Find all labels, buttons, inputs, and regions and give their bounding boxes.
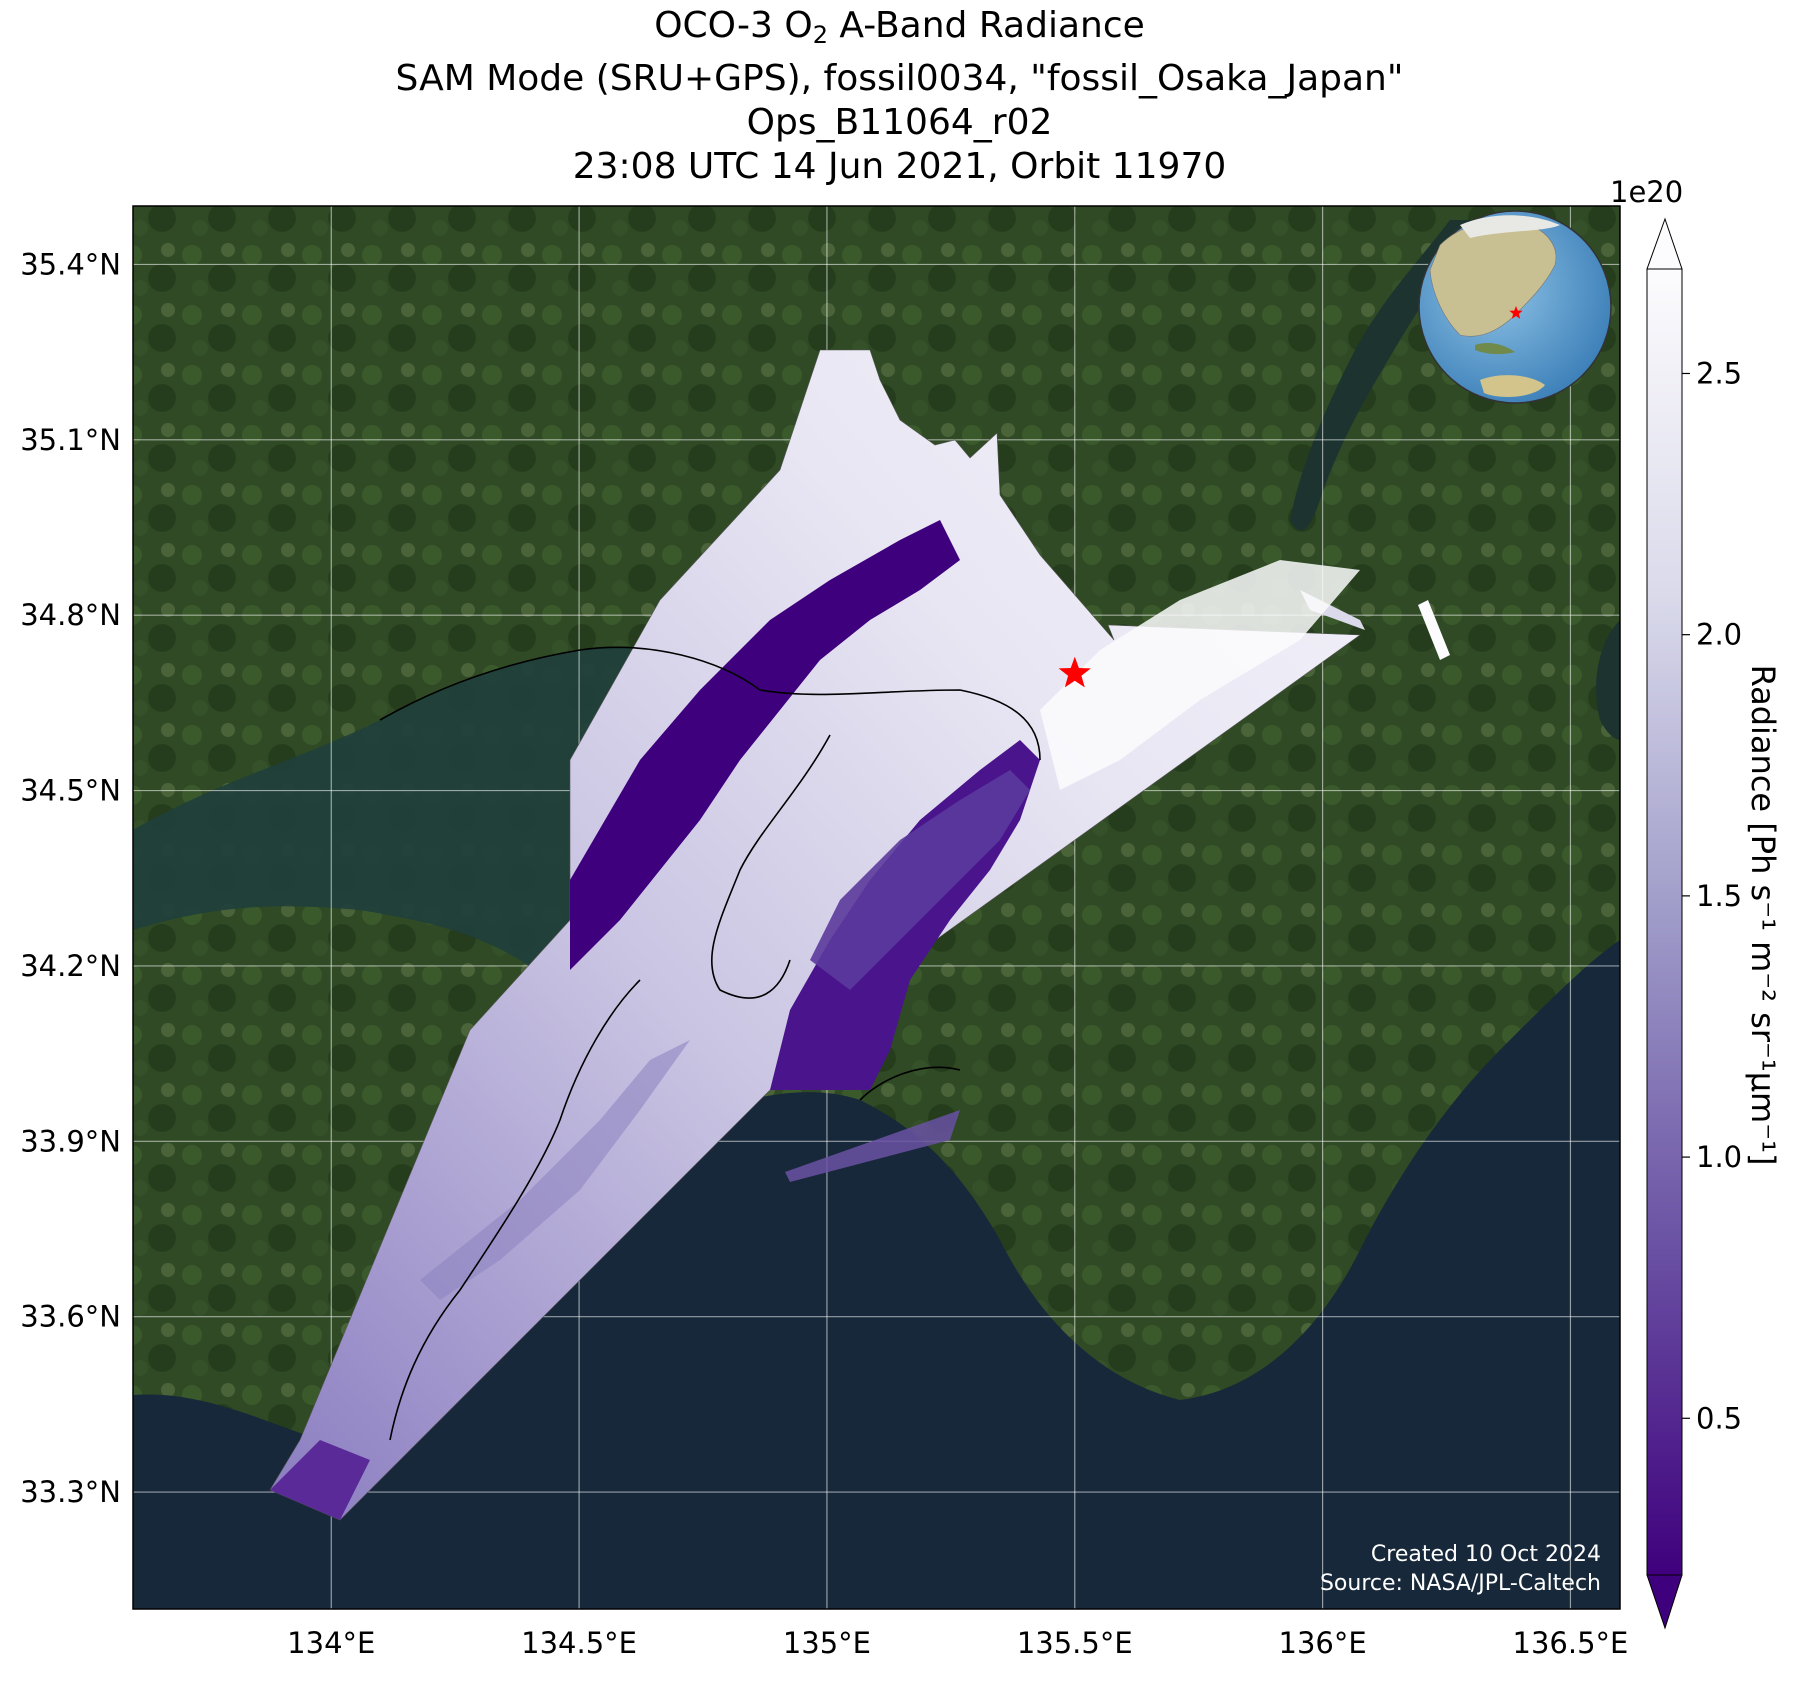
colorbar-extend-high	[1647, 219, 1682, 269]
lat-tick-label: 35.4°N	[20, 247, 121, 281]
colorbar-tick-label: 2.5	[1696, 356, 1742, 390]
lat-tick-label: 35.1°N	[20, 423, 121, 457]
lon-tick-label: 135.5°E	[1017, 1626, 1133, 1660]
lat-tick-label: 34.8°N	[20, 598, 121, 632]
colorbar-tick-label: 1.0	[1696, 1140, 1742, 1174]
lat-tick-label: 34.5°N	[20, 774, 121, 808]
lon-tick-label: 136.5°E	[1513, 1626, 1629, 1660]
lon-tick-label: 134.5°E	[521, 1626, 637, 1660]
colorbar-extend-low	[1647, 1575, 1682, 1628]
inset-globe	[1419, 211, 1611, 403]
lat-tick-label: 33.9°N	[20, 1124, 121, 1158]
colorbar: 0.5 1.0 1.5 2.0 2.5 1e20 Radiance [Ph s⁻¹ m⁻…	[1610, 175, 1782, 1628]
colorbar-label: Radiance [Ph s⁻¹ m⁻² sr⁻¹μm⁻¹]	[1744, 665, 1782, 1166]
map-panel: Created 10 Oct 2024 Source: NASA/JPL-Cal…	[133, 206, 1620, 1609]
colorbar-tick-label: 0.5	[1696, 1401, 1742, 1435]
lon-tick-label: 136°E	[1279, 1626, 1367, 1660]
lat-tick-label: 33.3°N	[20, 1475, 121, 1509]
colorbar-tick-label: 2.0	[1696, 618, 1742, 652]
lat-tick-label: 33.6°N	[20, 1300, 121, 1334]
created-credit: Created 10 Oct 2024	[1371, 1542, 1601, 1567]
lat-tick-label: 34.2°N	[20, 949, 121, 983]
latitude-tick-labels: 35.4°N 35.1°N 34.8°N 34.5°N 34.2°N 33.9°N 33.6…	[20, 247, 121, 1509]
colorbar-ticks: 0.5 1.0 1.5 2.0 2.5	[1682, 356, 1742, 1435]
lon-tick-label: 135°E	[783, 1626, 871, 1660]
source-credit: Source: NASA/JPL-Caltech	[1320, 1571, 1601, 1596]
colorbar-tick-label: 1.5	[1696, 879, 1742, 913]
longitude-tick-labels: 134°E 134.5°E 135°E 135.5°E 136°E 136.5°E	[287, 1626, 1628, 1660]
colorbar-gradient	[1647, 269, 1682, 1575]
colorbar-exponent: 1e20	[1610, 175, 1683, 209]
lon-tick-label: 134°E	[287, 1626, 375, 1660]
